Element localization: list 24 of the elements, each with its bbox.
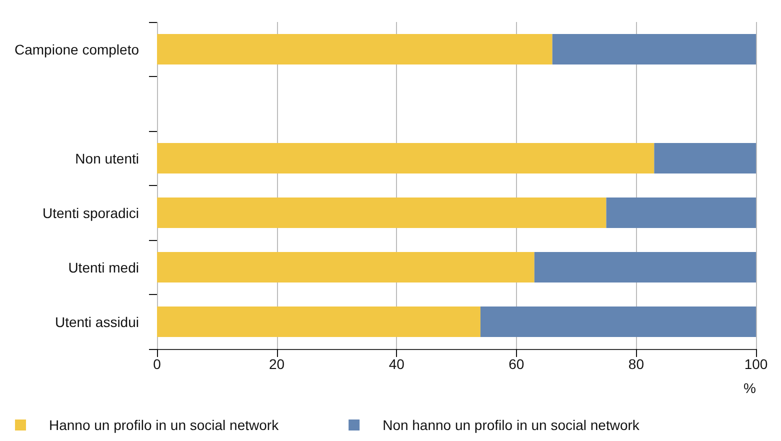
y-tick-label: Non utenti — [75, 150, 139, 166]
bar — [534, 252, 756, 283]
bar — [480, 306, 756, 338]
y-tick-label: Utenti medi — [68, 259, 139, 276]
bar — [552, 34, 756, 65]
y-tick-label: Utenti sporadici — [42, 204, 139, 221]
x-tick-label: 0 — [153, 356, 162, 372]
bar — [157, 142, 654, 174]
x-tick-label: 80 — [628, 356, 644, 372]
x-tick-label: 40 — [388, 356, 405, 372]
bar — [157, 252, 534, 283]
bar — [157, 197, 606, 228]
bar — [157, 34, 552, 65]
bar — [606, 197, 756, 228]
y-tick-label: Utenti assidui — [54, 314, 139, 330]
bar — [157, 306, 480, 338]
x-tick-label: 100 — [744, 356, 768, 372]
y-tick-label: Campione completo — [14, 41, 140, 58]
bar — [654, 142, 756, 174]
x-axis-title: % — [744, 380, 756, 396]
x-tick-label: 20 — [269, 356, 285, 372]
legend-label: Non hanno un profilo in un social network — [382, 417, 640, 433]
x-tick-label: 60 — [508, 356, 524, 372]
legend-label: Hanno un profilo in un social network — [49, 417, 280, 433]
